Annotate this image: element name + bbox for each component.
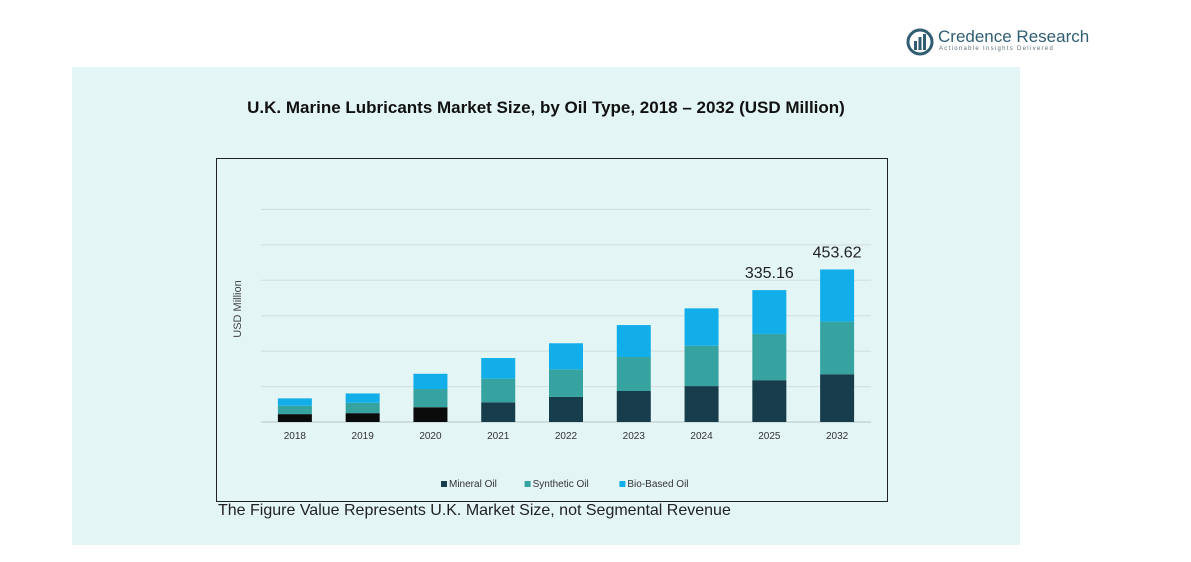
bar-segment-synthetic-oil-2018 bbox=[277, 405, 312, 415]
bar-segment-synthetic-oil-2020 bbox=[413, 389, 448, 408]
x-tick-labels: 2018 2019 2020 2021 2022 2023 2024 2025 2032 bbox=[284, 431, 849, 442]
bar-segment-synthetic-oil-2032 bbox=[820, 321, 855, 375]
bar-segment-synthetic-oil-2019 bbox=[345, 402, 380, 414]
chart-frame: 335.16 453.62 2018 2019 2020 2021 2022 2023 202… bbox=[216, 158, 888, 502]
x-tick-label: 2021 bbox=[487, 431, 510, 442]
footnote: The Figure Value Represents U.K. Market … bbox=[218, 502, 731, 519]
y-axis-label: USD Million bbox=[232, 280, 244, 337]
bar-segment-mineral-oil-2032 bbox=[820, 374, 855, 422]
legend-swatch-bio-based-oil bbox=[619, 481, 626, 487]
x-tick-label: 2019 bbox=[352, 431, 375, 442]
brand-tagline: Actionable Insights Delivered bbox=[939, 46, 1055, 52]
bar-segment-mineral-oil-2021 bbox=[481, 402, 516, 422]
bar-segment-bio-based-oil-2025 bbox=[752, 290, 787, 334]
legend-swatch-synthetic-oil bbox=[524, 481, 531, 487]
brand-name: Credence Research bbox=[938, 27, 1090, 46]
bar-segment-mineral-oil-2018 bbox=[277, 414, 312, 422]
bar-segment-mineral-oil-2024 bbox=[684, 386, 719, 422]
legend: Mineral Oil Synthetic Oil Bio-Based Oil bbox=[441, 479, 689, 490]
bar-segment-bio-based-oil-2022 bbox=[549, 343, 583, 370]
bar-segment-bio-based-oil-2020 bbox=[413, 373, 448, 390]
x-tick-label: 2024 bbox=[690, 431, 713, 442]
chart-title: U.K. Marine Lubricants Market Size, by O… bbox=[247, 98, 845, 117]
bar-segment-bio-based-oil-2024 bbox=[684, 308, 719, 346]
bar-segment-bio-based-oil-2018 bbox=[277, 398, 312, 406]
brand-logo-icon bbox=[906, 28, 934, 56]
bar-segment-bio-based-oil-2032 bbox=[820, 269, 855, 322]
x-tick-label: 2018 bbox=[284, 431, 307, 442]
x-tick-label: 2032 bbox=[826, 431, 849, 442]
bar-segment-bio-based-oil-2023 bbox=[616, 325, 651, 358]
bar-segment-mineral-oil-2025 bbox=[752, 380, 787, 422]
bar-segment-synthetic-oil-2025 bbox=[752, 333, 787, 381]
bar-segment-bio-based-oil-2021 bbox=[481, 358, 516, 379]
chart-plot: 335.16 453.62 2018 2019 2020 2021 2022 2023 202… bbox=[232, 208, 871, 490]
legend-label: Mineral Oil bbox=[449, 479, 497, 490]
legend-label: Bio-Based Oil bbox=[627, 479, 688, 490]
x-tick-label: 2022 bbox=[555, 431, 578, 442]
bar-segment-mineral-oil-2023 bbox=[616, 391, 651, 422]
data-label-2032: 453.62 bbox=[813, 244, 862, 261]
bar-segment-synthetic-oil-2023 bbox=[616, 357, 651, 391]
bar-segment-mineral-oil-2020 bbox=[413, 407, 448, 422]
brand-logo: Credence Research Actionable Insights De… bbox=[906, 26, 1096, 58]
bars bbox=[277, 269, 855, 422]
data-label-2025: 335.16 bbox=[745, 265, 794, 282]
legend-label: Synthetic Oil bbox=[533, 479, 589, 490]
bar-segment-synthetic-oil-2024 bbox=[684, 345, 719, 387]
x-tick-label: 2020 bbox=[419, 431, 442, 442]
x-tick-label: 2023 bbox=[623, 431, 646, 442]
legend-swatch-mineral-oil bbox=[441, 481, 447, 487]
bar-segment-mineral-oil-2022 bbox=[549, 396, 583, 422]
data-labels: 335.16 453.62 bbox=[745, 244, 862, 282]
bar-segment-synthetic-oil-2021 bbox=[481, 378, 516, 403]
bar-segment-mineral-oil-2019 bbox=[345, 413, 380, 422]
bar-segment-synthetic-oil-2022 bbox=[549, 369, 583, 397]
bar-segment-bio-based-oil-2019 bbox=[345, 393, 380, 403]
x-tick-label: 2025 bbox=[758, 431, 781, 442]
